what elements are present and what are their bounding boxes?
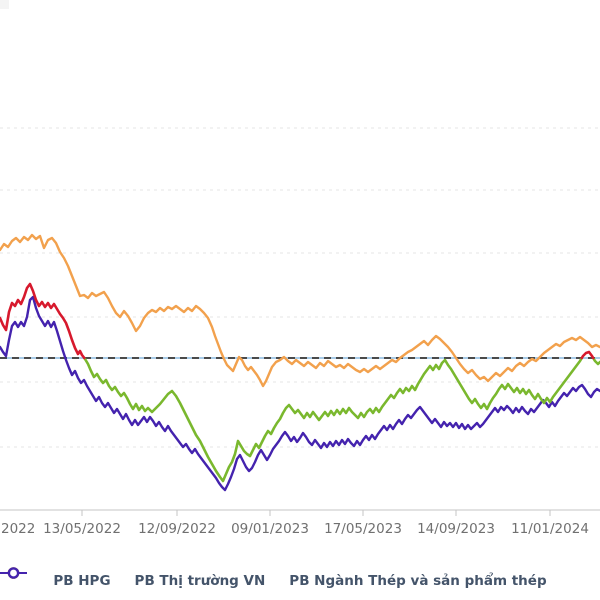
- legend-item-1[interactable]: PB Thị trường VN: [0, 567, 266, 589]
- legend-item-2[interactable]: PB Ngành Thép và sản phẩm thép: [0, 567, 547, 589]
- x-axis-label: 11/01/2024: [511, 521, 589, 537]
- legend-marker-icon: [0, 567, 27, 579]
- series-line-PB HPG: [83, 356, 600, 483]
- legend-label: PB Ngành Thép và sản phẩm thép: [289, 573, 547, 589]
- x-axis-label: 13/05/2022: [43, 521, 121, 537]
- chart-legend: PB HPG PB Thị trường VN PB Ngành Thép và s…: [0, 566, 600, 596]
- legend-item-0[interactable]: PB HPG: [0, 567, 111, 589]
- legend-label: PB HPG: [53, 573, 111, 589]
- x-axis-label: 2022: [1, 521, 35, 537]
- corner-artifact: [0, 0, 9, 9]
- series-line-PB Thị trường VN: [0, 233, 600, 388]
- series-line-PB HPG-above-reference: [0, 282, 595, 360]
- x-axis-label: 12/09/2022: [138, 521, 216, 537]
- series-line-PB Ngành Thép và sản phẩm thép: [0, 295, 600, 492]
- x-axis-label: 14/09/2023: [417, 521, 495, 537]
- x-axis-label: 17/05/2023: [324, 521, 402, 537]
- x-axis-label: 09/01/2023: [231, 521, 309, 537]
- legend-label: PB Thị trường VN: [134, 573, 266, 589]
